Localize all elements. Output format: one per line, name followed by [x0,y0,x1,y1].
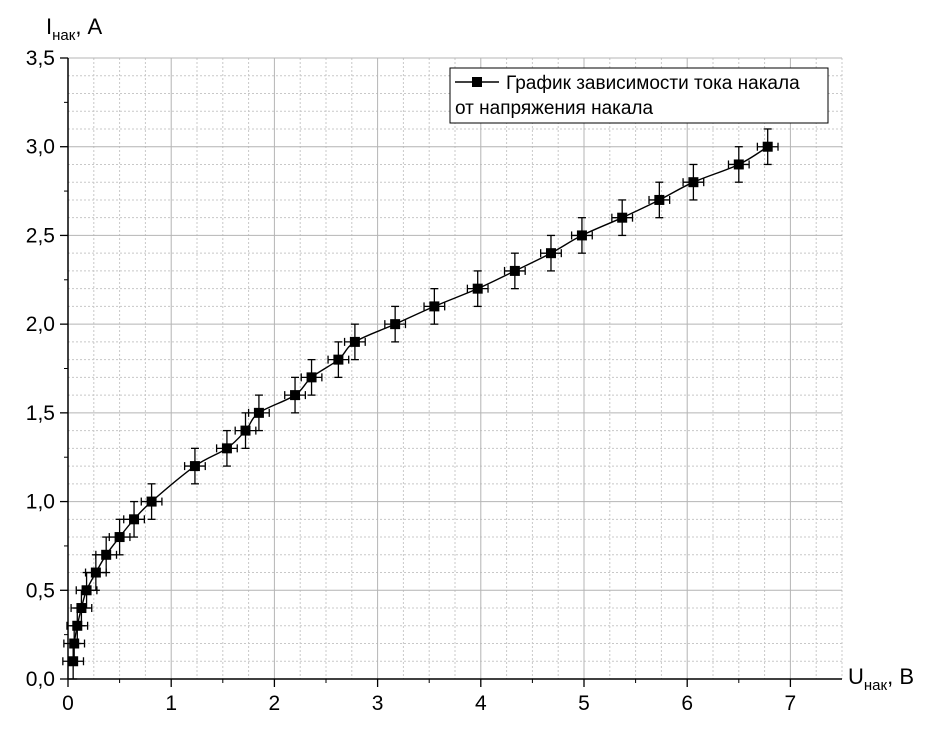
data-point [688,177,699,188]
data-point [68,656,79,667]
error-bars [62,128,779,680]
data-point [545,248,556,259]
x-tick-label: 0 [62,692,74,715]
series-line [72,146,769,662]
legend-label-line1: График зависимости тока накала [506,73,800,94]
minor-grid [68,58,843,679]
data-point [90,567,101,578]
y-tick-label: 0,0 [26,668,55,691]
y-tick-label: 1,5 [26,402,55,425]
legend-label-line2: от напряжения накала [455,98,654,119]
data-point [189,461,200,472]
data-point [733,159,744,170]
data-point [509,265,520,276]
data-point [617,212,628,223]
legend-marker-swatch [472,77,482,87]
x-tick-label: 2 [269,692,281,715]
data-point [429,301,440,312]
y-axis-title-sub: нак [52,27,76,44]
x-axis-title: Uнак, В [848,664,914,694]
data-point [240,425,251,436]
x-tick-label: 6 [681,692,693,715]
x-tick-label: 7 [785,692,797,715]
y-axis-title-main: I [46,14,52,39]
data-point [349,336,360,347]
y-axis-title-unit: , А [75,14,102,39]
axis-ticks [60,57,792,687]
data-point [146,496,157,507]
data-point [221,443,232,454]
x-tick-label: 5 [578,692,590,715]
data-point [472,283,483,294]
legend-box [449,67,829,124]
data-point [114,532,125,543]
y-tick-label: 3,5 [26,47,55,70]
data-point [576,230,587,241]
data-point [253,407,264,418]
data-point [129,514,140,525]
data-point [76,603,87,614]
y-tick-label: 2,0 [26,313,55,336]
data-point [333,354,344,365]
x-tick-label: 4 [475,692,487,715]
y-tick-label: 1,0 [26,491,55,514]
x-axis-title-unit: , В [887,664,914,689]
y-tick-label: 3,0 [26,136,55,159]
x-axis-title-main: U [848,664,864,689]
legend: График зависимости тока накала от напряж… [449,67,829,124]
data-point [654,194,665,205]
data-point [762,141,773,152]
data-point [390,319,401,330]
x-axis-title-sub: нак [864,677,888,694]
x-tick-label: 1 [165,692,177,715]
major-grid [68,57,842,679]
y-axis-title: Iнак, А [46,14,103,44]
data-point [69,638,80,649]
y-tick-label: 2,5 [26,224,55,247]
x-tick-label: 3 [372,692,384,715]
y-tick-label: 0,5 [26,579,55,602]
data-point [290,390,301,401]
data-point [72,620,83,631]
data-point [81,585,92,596]
data-point [306,372,317,383]
tick-labels: 0 1 2 3 4 5 6 7 0,0 0,5 1,0 1,5 2,0 2,5 3,0 3,5 [26,47,796,715]
data-point [101,549,112,560]
data-markers [68,141,773,667]
